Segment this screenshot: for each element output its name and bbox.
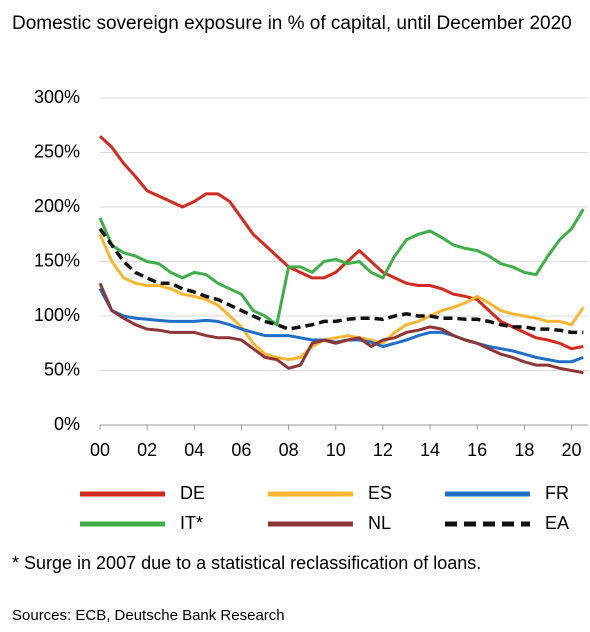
x-tick-label: 08 (279, 440, 299, 460)
series-line (98, 135, 584, 351)
legend-label: FR (545, 483, 569, 503)
legend-label: DE (180, 483, 205, 503)
legend-label: IT* (180, 513, 203, 533)
chart: 0% 50% 100% 150% 200% 250% 300% 00 02 04 06 08 10 12 1… (34, 87, 588, 533)
series-line (98, 233, 585, 362)
footnote: * Surge in 2007 due to a statistical rec… (12, 553, 482, 573)
x-tick-label: 20 (561, 440, 581, 460)
y-tick-label: 300% (34, 87, 80, 107)
x-tick-label: 06 (231, 440, 251, 460)
x-tick-label: 18 (514, 440, 534, 460)
y-tick-label: 0% (54, 414, 80, 434)
legend-label: NL (368, 513, 391, 533)
x-tick-label: 14 (420, 440, 440, 460)
series-line (98, 227, 584, 335)
series-line (98, 282, 584, 375)
x-tick-label: 00 (90, 440, 110, 460)
x-tick-label: 12 (373, 440, 393, 460)
x-tick-label: 16 (467, 440, 487, 460)
x-tick-label: 10 (326, 440, 346, 460)
legend-label: ES (368, 483, 392, 503)
chart-title: Domestic sovereign exposure in % of capi… (12, 13, 572, 34)
y-tick-label: 200% (34, 196, 80, 216)
x-tick-label: 02 (137, 440, 157, 460)
y-tick-label: 150% (34, 250, 80, 270)
source: Sources: ECB, Deutsche Bank Research (12, 607, 285, 624)
legend-label: EA (545, 513, 569, 533)
y-tick-label: 50% (44, 359, 80, 379)
y-tick-label: 250% (34, 141, 80, 161)
y-tick-label: 100% (34, 305, 80, 325)
x-tick-label: 04 (184, 440, 204, 460)
series-line (98, 208, 585, 327)
